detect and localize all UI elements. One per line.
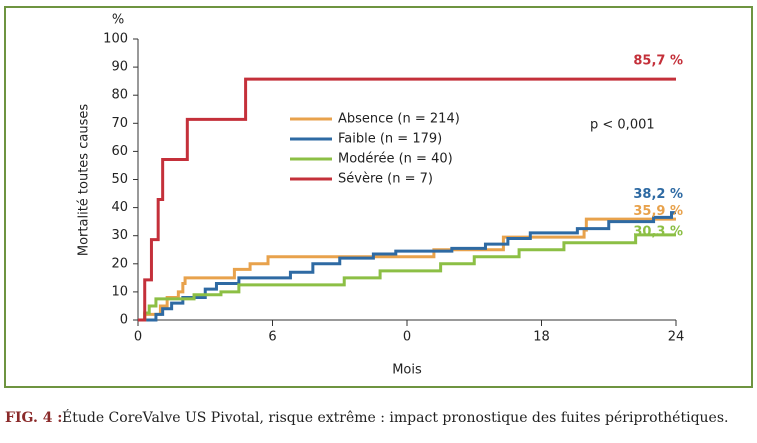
y-tick-label: 60	[111, 144, 128, 159]
end-label: 85,7 %	[633, 54, 683, 69]
y-tick-label: 40	[111, 200, 128, 215]
x-tick-label: 24	[668, 330, 685, 345]
p-value: p < 0,001	[590, 118, 655, 133]
x-tick-label: 18	[533, 330, 550, 345]
end-label: 38,2 %	[633, 187, 683, 202]
y-axis-label: Mortalité toutes causes	[77, 104, 92, 256]
x-axis-label: Mois	[392, 363, 422, 378]
step-line	[138, 211, 676, 322]
legend-label: Faible (n = 179)	[338, 132, 442, 147]
y-tick-label: 100	[103, 32, 128, 47]
legend-label: Modérée (n = 40)	[338, 152, 453, 167]
y-unit: %	[112, 13, 124, 28]
y-tick-label: 70	[111, 116, 128, 131]
x-tick-label: 0	[403, 330, 411, 345]
y-tick-label: 0	[120, 313, 128, 328]
frame	[4, 6, 753, 388]
end-label: 35,9 %	[633, 204, 683, 219]
caption-text: Étude CoreValve US Pivotal, risque extrê…	[62, 408, 728, 426]
step-line	[138, 233, 676, 322]
y-tick-label: 80	[111, 88, 128, 103]
legend-label: Absence (n = 214)	[338, 112, 460, 127]
y-tick-label: 50	[111, 172, 128, 187]
y-tick-label: 30	[111, 228, 128, 243]
legend-label: Sévère (n = 7)	[338, 172, 433, 187]
end-label: 30,3 %	[633, 224, 683, 239]
y-tick-label: 90	[111, 60, 128, 75]
y-tick-label: 10	[111, 284, 128, 299]
x-tick-label: 0	[134, 330, 142, 345]
step-line	[138, 77, 676, 322]
x-tick-label: 6	[268, 330, 276, 345]
step-line	[138, 217, 676, 322]
caption-label: FIG. 4 :	[5, 410, 62, 426]
y-tick-label: 20	[111, 256, 128, 271]
